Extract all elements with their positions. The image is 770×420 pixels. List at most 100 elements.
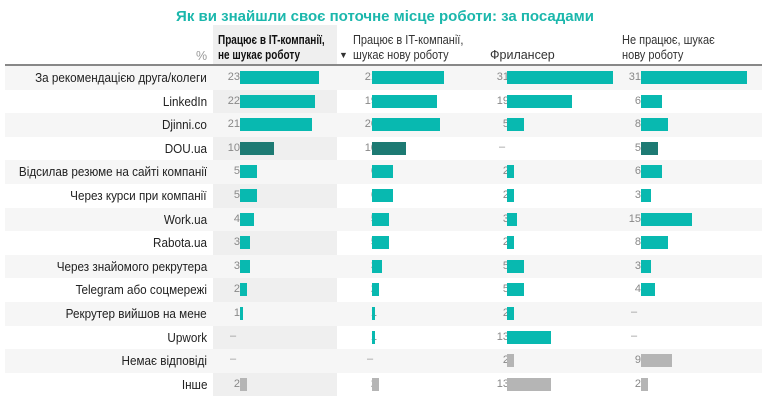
value-label: 19 xyxy=(496,94,509,107)
value-label: 2 xyxy=(634,377,641,390)
value-label: 2 xyxy=(233,283,240,296)
bar xyxy=(372,330,376,344)
value-label: 2 xyxy=(502,307,509,319)
bar xyxy=(372,141,407,155)
row-label: Rabota.ua xyxy=(153,235,207,251)
row-label: Djinni.co xyxy=(162,117,207,133)
bar xyxy=(240,307,244,320)
table-row: Telegram або соцмережі2254 xyxy=(5,278,762,302)
value-label: 5 xyxy=(502,118,509,131)
value-label: 13 xyxy=(496,377,509,390)
value-label: 3 xyxy=(502,212,509,225)
bar xyxy=(507,377,552,391)
value-label: 21 xyxy=(227,118,240,131)
table-row: Work.ua45315 xyxy=(5,207,762,232)
bar xyxy=(641,236,669,250)
value-label: 23 xyxy=(227,71,240,83)
row-label: За рекомендацією друга/колеги xyxy=(35,70,207,85)
table-row: Rabota.ua3528 xyxy=(5,231,762,255)
table-row: Немає відповіді – – 2 9 xyxy=(5,349,762,373)
value-label: 1 xyxy=(233,307,240,319)
value-label: 10 xyxy=(227,141,240,154)
column-header-0[interactable]: Працює в IT-компанії, не шукає роботу xyxy=(218,33,325,62)
value-label: 3 xyxy=(634,189,641,201)
value-label: 5 xyxy=(233,165,240,178)
value-label: 31 xyxy=(496,71,509,83)
column-header-1[interactable]: Працює в IT-компанії, шукає нову роботу xyxy=(353,33,464,62)
value-label: 15 xyxy=(628,212,641,225)
table-row: LinkedIn 22 19 19 6 xyxy=(5,90,762,114)
bar xyxy=(240,377,247,391)
empty-value: – xyxy=(367,353,374,366)
bar xyxy=(641,354,672,368)
column-header-3[interactable]: Не працює, шукає нову роботу xyxy=(622,33,715,62)
value-label: 3 xyxy=(233,236,240,249)
row-label: Відсилав резюме на сайті компанії xyxy=(18,164,207,180)
bar xyxy=(507,71,614,84)
bar xyxy=(641,212,693,226)
bar xyxy=(641,94,662,108)
value-label: 5 xyxy=(502,283,509,296)
bar xyxy=(641,71,748,84)
bar xyxy=(507,212,518,226)
chart-title: Як ви знайшли своє поточне місце роботи:… xyxy=(176,8,594,25)
row-label: Немає відповіді xyxy=(121,353,207,369)
bar xyxy=(372,71,444,84)
value-label: 5 xyxy=(502,259,509,272)
value-label: 2 xyxy=(502,354,509,367)
bar xyxy=(372,307,376,320)
row-label: Рекрутер вийшов на мене xyxy=(65,306,207,321)
bar xyxy=(372,212,390,226)
bar xyxy=(641,283,655,297)
bar xyxy=(641,189,652,202)
bar xyxy=(372,283,379,297)
bar xyxy=(507,259,525,273)
value-label: 9 xyxy=(634,354,641,367)
bar xyxy=(240,189,258,202)
value-label: 5 xyxy=(233,189,240,201)
row-label: Інше xyxy=(181,376,207,392)
row-label: Upwork xyxy=(167,329,207,345)
bar xyxy=(372,94,437,108)
row-label: Через знайомого рекрутера xyxy=(56,258,207,274)
value-label: 4 xyxy=(634,283,641,296)
bar xyxy=(240,283,247,297)
bar xyxy=(240,141,275,155)
bar xyxy=(507,354,514,368)
bar xyxy=(240,212,254,226)
row-label: Telegram або соцмережі xyxy=(75,282,207,298)
value-label: 6 xyxy=(634,94,641,107)
row-label: DOU.ua xyxy=(164,140,207,156)
bar xyxy=(372,377,379,391)
bar xyxy=(372,236,390,250)
bar xyxy=(507,283,525,297)
header-divider xyxy=(5,64,762,66)
column-header-2[interactable]: Фрилансер xyxy=(490,48,555,62)
bar xyxy=(507,165,514,179)
value-label: 2 xyxy=(502,189,509,201)
bar xyxy=(372,189,393,202)
value-label: 4 xyxy=(233,212,240,225)
bar xyxy=(507,94,572,108)
row-label: LinkedIn xyxy=(162,93,207,109)
bar xyxy=(641,377,648,391)
bar xyxy=(507,189,514,202)
bar xyxy=(641,259,652,273)
bar xyxy=(641,165,662,179)
table-row: За рекомендацією друга/колеги 23 21 31 31 xyxy=(5,66,762,90)
bar xyxy=(240,165,258,179)
empty-value: – xyxy=(230,353,237,366)
sort-arrow-icon[interactable]: ▼ xyxy=(339,50,348,60)
table-row: Через знайомого рекрутера3353 xyxy=(5,254,762,279)
bar xyxy=(641,141,659,155)
unit-label: % xyxy=(196,49,208,63)
value-label: 2 xyxy=(233,377,240,390)
value-label: 3 xyxy=(634,259,641,272)
empty-value: – xyxy=(631,306,638,318)
value-label: 31 xyxy=(628,71,641,83)
bar xyxy=(240,118,312,132)
bar xyxy=(240,236,251,250)
table-row: Рекрутер вийшов на мене112– xyxy=(5,302,762,326)
bar xyxy=(240,259,251,273)
table-row: Через курси при компанії5623 xyxy=(5,184,762,208)
